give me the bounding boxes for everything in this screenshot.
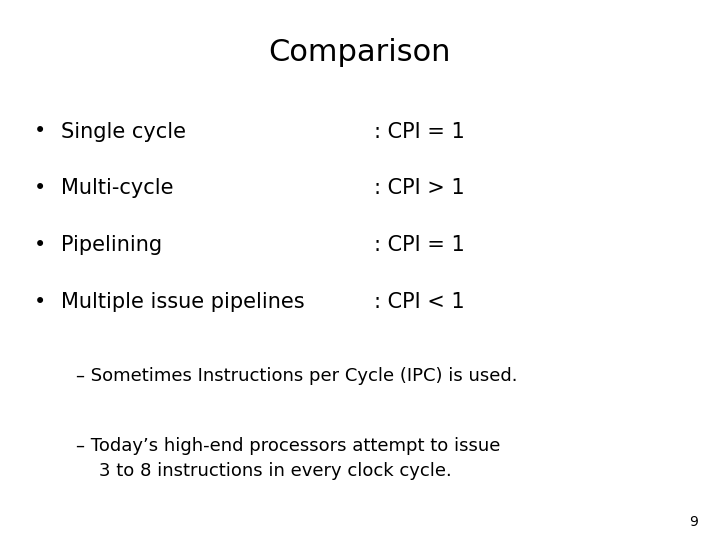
Text: •: •: [33, 122, 46, 141]
Text: : CPI = 1: : CPI = 1: [374, 235, 465, 255]
Text: – Today’s high-end processors attempt to issue
    3 to 8 instructions in every : – Today’s high-end processors attempt to…: [76, 437, 500, 481]
Text: •: •: [33, 235, 46, 255]
Text: Multi-cycle: Multi-cycle: [61, 178, 174, 198]
Text: : CPI = 1: : CPI = 1: [374, 122, 465, 141]
Text: : CPI > 1: : CPI > 1: [374, 178, 465, 198]
Text: •: •: [33, 178, 46, 198]
Text: Pipelining: Pipelining: [61, 235, 162, 255]
Text: Single cycle: Single cycle: [61, 122, 186, 141]
Text: – Sometimes Instructions per Cycle (IPC) is used.: – Sometimes Instructions per Cycle (IPC)…: [76, 367, 517, 385]
Text: Comparison: Comparison: [269, 38, 451, 67]
Text: Multiple issue pipelines: Multiple issue pipelines: [61, 292, 305, 312]
Text: : CPI < 1: : CPI < 1: [374, 292, 465, 312]
Text: 9: 9: [690, 515, 698, 529]
Text: •: •: [33, 292, 46, 312]
